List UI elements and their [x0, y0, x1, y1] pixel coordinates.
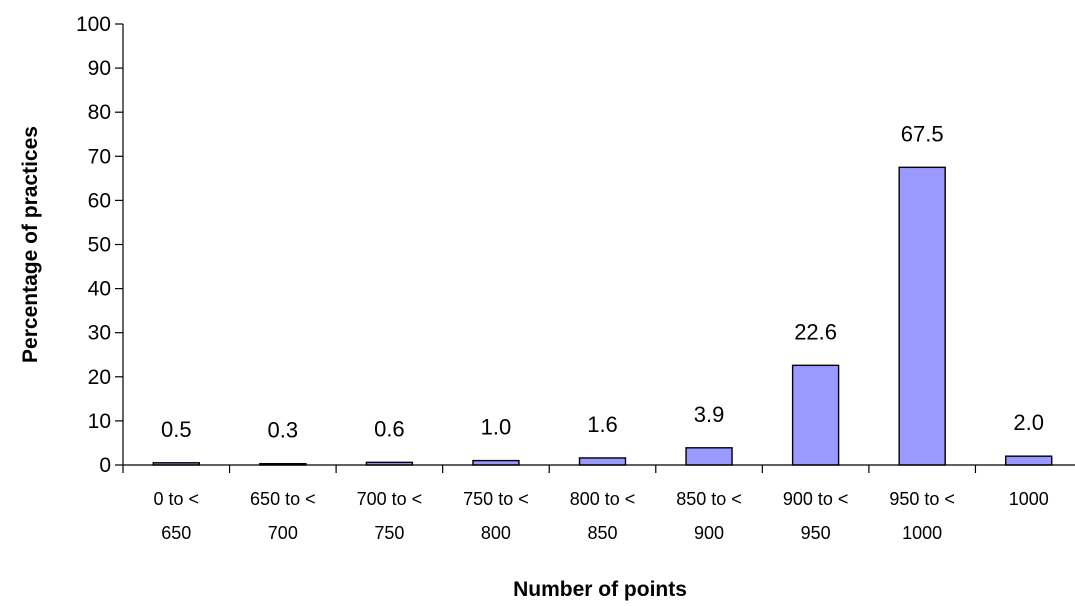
- y-tick-label: 10: [88, 410, 111, 433]
- bar-data-label: 22.6: [794, 319, 837, 344]
- y-axis-ticks: 0 10 20 30 40 50 60 70 80 90 100: [76, 13, 123, 477]
- x-category-label-line: 1000: [1009, 489, 1049, 509]
- x-category-label-line: 900 to <: [783, 489, 849, 509]
- x-axis-ticks: 0 to < 650 650 to < 700 700 to < 750 750 to < 8…: [122, 465, 1049, 543]
- x-category-label-line: 1000: [902, 523, 942, 543]
- bar: [791, 364, 840, 466]
- y-tick-label: 60: [88, 189, 111, 212]
- x-category-label-line: 800 to <: [570, 489, 636, 509]
- x-category-label: 900 to < 950: [783, 489, 849, 543]
- bar-data-label: 0.5: [161, 417, 192, 442]
- x-category-label: 650 to < 700: [250, 489, 316, 543]
- bar: [472, 459, 520, 466]
- bar-data-label: 3.9: [694, 402, 725, 427]
- bar: [685, 447, 733, 466]
- y-tick-label: 30: [88, 322, 111, 345]
- bar-data-label: 2.0: [1013, 410, 1044, 435]
- bar: [898, 166, 946, 466]
- x-category-label-line: 650 to <: [250, 489, 316, 509]
- y-tick-label: 0: [99, 454, 111, 477]
- x-category-label-line: 800: [481, 523, 511, 543]
- x-category-label: 800 to < 850: [570, 489, 636, 543]
- x-category-label: 950 to < 1000: [889, 489, 955, 543]
- x-category-label: 850 to < 900: [676, 489, 742, 543]
- x-category-label-line: 850 to <: [676, 489, 742, 509]
- x-category-label-line: 850: [587, 523, 617, 543]
- x-axis-title: Number of points: [513, 578, 687, 601]
- bar-data-label: 67.5: [901, 121, 944, 146]
- bar: [1005, 455, 1053, 466]
- x-category-label-line: 900: [694, 523, 724, 543]
- bar-data-label: 0.3: [268, 418, 299, 443]
- x-category-label-line: 750: [374, 523, 404, 543]
- x-category-label-line: 950: [801, 523, 831, 543]
- x-category-label: 750 to < 800: [463, 489, 529, 543]
- x-category-label-line: 750 to <: [463, 489, 529, 509]
- x-category-label-line: 0 to <: [154, 489, 200, 509]
- y-tick-label: 80: [88, 101, 111, 124]
- y-tick-label: 70: [88, 145, 111, 168]
- data-labels: 0.5 0.3 0.6 1.0 1.6 3.9 22.6 67.5 2.0: [161, 121, 1044, 442]
- bar-data-label: 1.0: [481, 415, 512, 440]
- x-category-label-line: 700 to <: [357, 489, 423, 509]
- bar: [578, 457, 627, 466]
- x-category-label-line: 700: [268, 523, 298, 543]
- y-tick-label: 40: [88, 278, 111, 301]
- bar-data-label: 0.6: [374, 416, 405, 441]
- x-category-label-line: 950 to <: [889, 489, 955, 509]
- y-tick-label: 20: [88, 366, 111, 389]
- bar-data-label: 1.6: [587, 412, 618, 437]
- x-category-label: 700 to < 750: [357, 489, 423, 543]
- y-tick-label: 100: [76, 13, 111, 36]
- y-tick-label: 50: [88, 234, 111, 257]
- y-tick-label: 90: [88, 57, 111, 80]
- x-category-label-line: 650: [161, 523, 191, 543]
- y-axis-title: Percentage of practices: [19, 126, 42, 363]
- x-category-label: 0 to < 650: [154, 489, 200, 543]
- x-category-label: 1000: [1009, 489, 1049, 509]
